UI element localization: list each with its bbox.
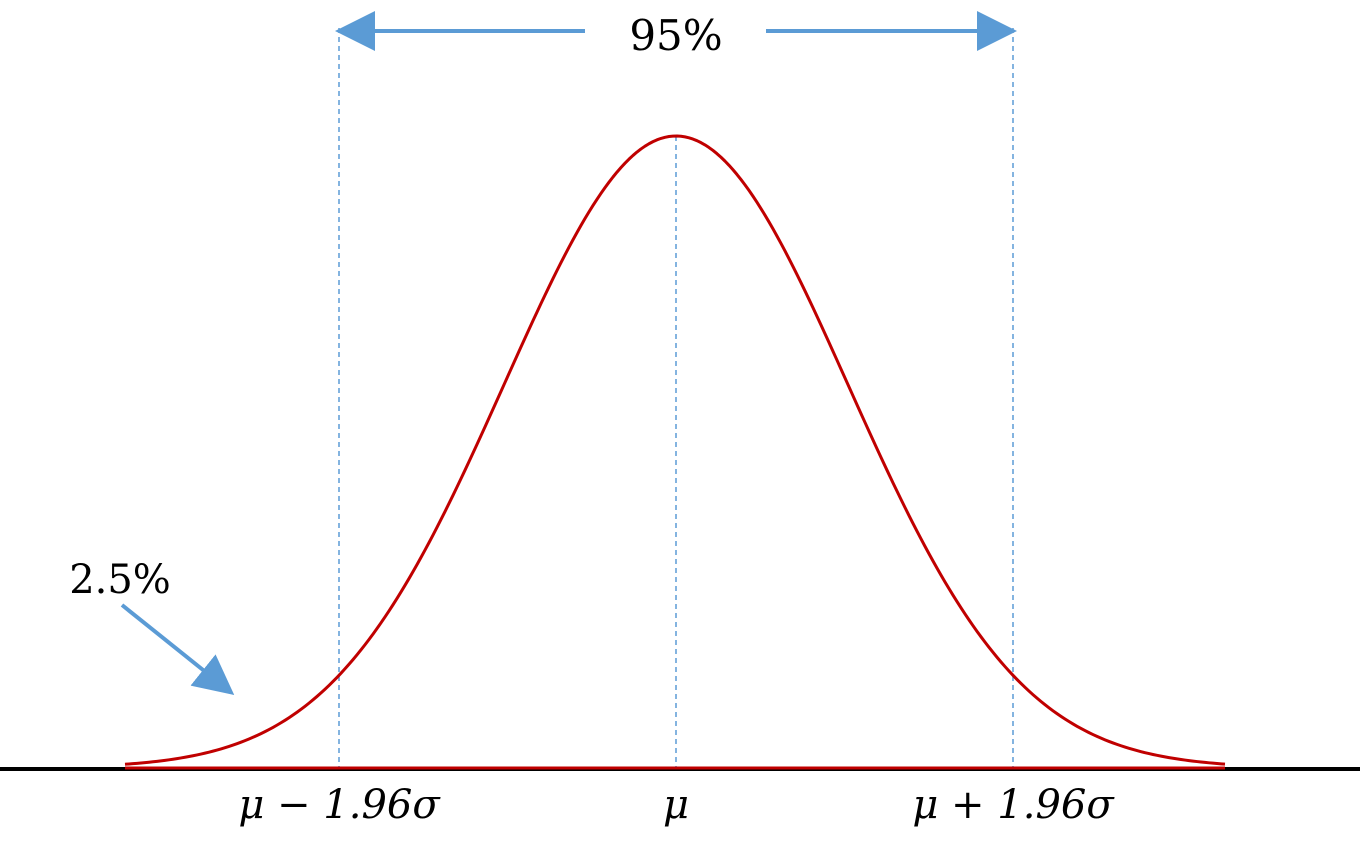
bell-curve [124,134,1226,766]
mean-label: μ [663,782,689,828]
tail-percent-label: 2.5% [69,557,171,603]
tail-pointer-arrow [120,603,235,696]
lower-bound-label: μ − 1.96σ [238,782,441,828]
upper-bound-label: μ + 1.96σ [912,782,1115,828]
interval-percent-label: 95% [629,11,722,60]
